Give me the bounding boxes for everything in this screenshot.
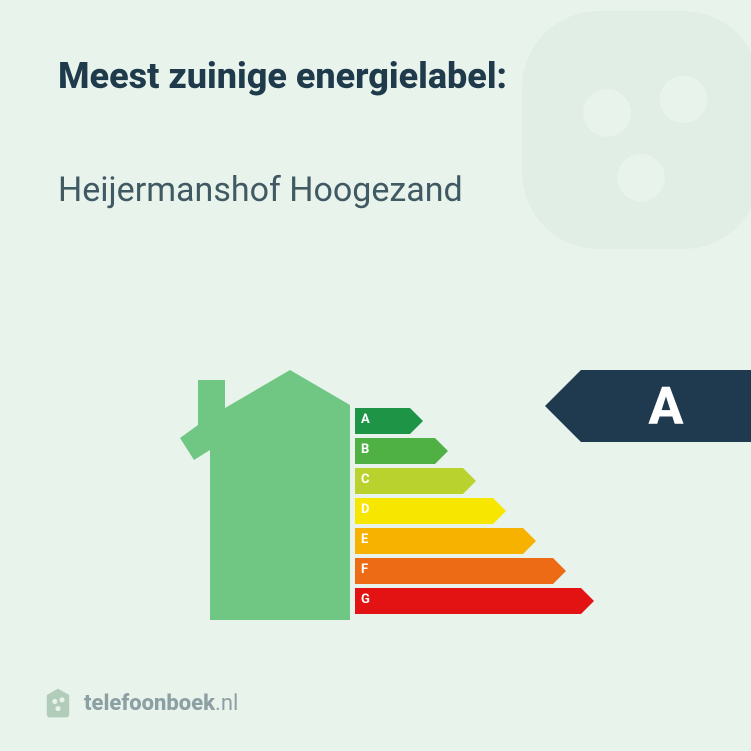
footer-brand-light: .nl bbox=[215, 691, 238, 716]
rating-tag-body: A bbox=[581, 370, 751, 442]
background-watermark bbox=[471, 0, 751, 300]
energy-bar-label: D bbox=[361, 502, 369, 517]
rating-letter: A bbox=[648, 376, 683, 437]
footer-brand: telefoonboek.nl bbox=[42, 687, 238, 719]
rating-tag-arrow bbox=[545, 370, 581, 442]
location-name: Heijermanshof Hoogezand bbox=[58, 170, 463, 210]
energy-bar-label: G bbox=[361, 592, 370, 607]
energy-bar-body bbox=[355, 498, 493, 524]
page-title: Meest zuinige energielabel: bbox=[58, 55, 507, 97]
energy-bar-tip bbox=[435, 438, 448, 464]
energy-bar-label: E bbox=[361, 532, 368, 547]
footer-brand-bold: telefoonboek bbox=[84, 691, 215, 716]
energy-label-chart: ABCDEFG bbox=[180, 370, 600, 630]
energy-bar-label: B bbox=[361, 442, 369, 457]
energy-bar-tip bbox=[581, 588, 594, 614]
energy-bar-body bbox=[355, 558, 553, 584]
rating-tag: A bbox=[541, 370, 751, 442]
footer-brand-text: telefoonboek.nl bbox=[84, 691, 238, 716]
energy-bar-body bbox=[355, 528, 523, 554]
energy-bar-label: F bbox=[361, 562, 368, 577]
phonebook-icon bbox=[42, 687, 74, 719]
energy-bar-label: C bbox=[361, 472, 370, 487]
energy-bar-body bbox=[355, 468, 463, 494]
energy-bar-tip bbox=[410, 408, 423, 434]
energy-bar-tip bbox=[463, 468, 476, 494]
house-icon bbox=[180, 370, 350, 630]
energy-bar-label: A bbox=[361, 412, 370, 427]
energy-bar-tip bbox=[493, 498, 506, 524]
energy-bar-body bbox=[355, 588, 581, 614]
energy-bar-tip bbox=[553, 558, 566, 584]
energy-bar-tip bbox=[523, 528, 536, 554]
